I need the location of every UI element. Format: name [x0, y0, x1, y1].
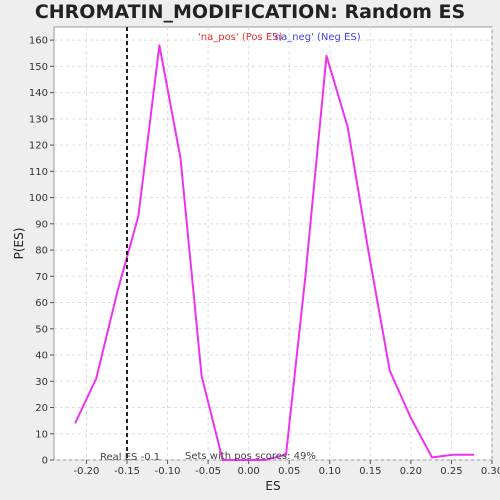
- legend-entry-pos: 'na_pos' (Pos ES): [198, 32, 283, 43]
- y-tick-label: 0: [42, 456, 48, 467]
- x-tick-label: 0.00: [238, 466, 260, 477]
- annotations: Real ES -0.1 Sets with pos scores: 49%: [100, 451, 316, 463]
- y-tick-label: 90: [35, 219, 48, 230]
- x-tick-label: 0.30: [481, 466, 500, 477]
- y-tick-label: 60: [35, 298, 48, 309]
- y-tick-label: 70: [35, 272, 48, 283]
- y-axis-label: P(ES): [12, 228, 26, 260]
- y-tick-label: 100: [29, 193, 48, 204]
- y-tick-label: 10: [35, 429, 48, 440]
- y-tick-label: 30: [35, 377, 48, 388]
- y-tick-label: 50: [35, 324, 48, 335]
- series-line: [74, 44, 475, 461]
- y-tick-label: 160: [29, 36, 48, 47]
- y-tick-label: 120: [29, 141, 48, 152]
- x-tick-label: 0.20: [400, 466, 422, 477]
- y-tick-label: 80: [35, 246, 48, 257]
- legend-entry-neg: 'na_neg' (Neg ES): [272, 32, 361, 43]
- x-tick-label: -0.05: [195, 466, 221, 477]
- x-tick-label: 0.10: [319, 466, 341, 477]
- y-tick-label: 150: [29, 62, 48, 73]
- legend: 'na_pos' (Pos ES) 'na_neg' (Neg ES): [198, 32, 361, 43]
- y-tick-label: 130: [29, 114, 48, 125]
- x-tick-label: 0.05: [278, 466, 300, 477]
- axes: 0 10 20 30 40 50 60 70 80 90 100 110 120 130 140 150 160…: [29, 36, 500, 477]
- x-tick-label: -0.10: [155, 466, 181, 477]
- x-tick-label: 0.25: [440, 466, 462, 477]
- y-tick-label: 20: [35, 403, 48, 414]
- plot-area: [53, 26, 493, 461]
- real-es-label: Real ES -0.1: [100, 452, 160, 463]
- x-axis-label: ES: [265, 479, 280, 493]
- x-tick-label: -0.15: [114, 466, 140, 477]
- y-tick-label: 110: [29, 167, 48, 178]
- x-tick-label: 0.15: [359, 466, 381, 477]
- x-tick-label: -0.20: [74, 466, 100, 477]
- pos-scores-label: Sets with pos scores: 49%: [185, 451, 316, 462]
- y-tick-label: 40: [35, 351, 48, 362]
- y-tick-label: 140: [29, 88, 48, 99]
- series-layer: [74, 27, 475, 461]
